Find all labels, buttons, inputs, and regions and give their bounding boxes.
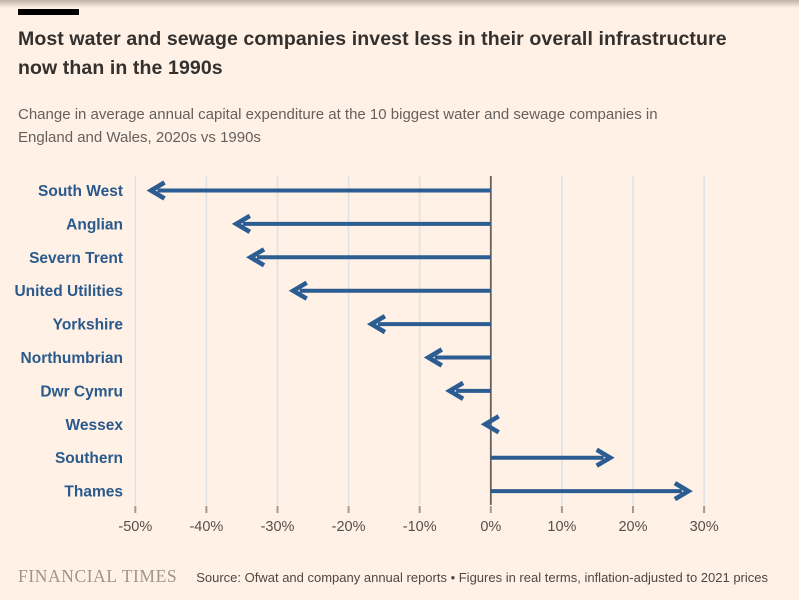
- x-axis-tick-label: 0%: [480, 519, 501, 535]
- x-axis-tick-label: 30%: [690, 519, 719, 535]
- arrow-head: [445, 380, 465, 401]
- x-axis-tick-label: -50%: [118, 519, 152, 535]
- arrow-head: [423, 347, 443, 368]
- x-axis-tick-label: 10%: [547, 519, 576, 535]
- source-note: Source: Ofwat and company annual reports…: [196, 570, 769, 585]
- footer: FINANCIAL TIMES Source: Ofwat and compan…: [18, 566, 788, 587]
- x-axis-tick-label: -40%: [189, 519, 223, 535]
- category-label: South West: [38, 183, 123, 200]
- category-label: Dwr Cymru: [40, 383, 123, 400]
- arrow-head: [288, 280, 308, 301]
- arrow-head: [246, 247, 266, 268]
- arrow-head: [673, 481, 693, 502]
- ft-brand-wordmark: FINANCIAL TIMES: [18, 566, 178, 586]
- category-label: Yorkshire: [53, 317, 124, 334]
- arrow-head: [231, 213, 252, 234]
- arrow-head: [595, 447, 615, 468]
- category-label: United Utilities: [14, 283, 123, 300]
- category-label: Southern: [55, 450, 123, 467]
- x-axis-tick-label: -10%: [403, 519, 437, 535]
- arrow-head: [366, 314, 387, 335]
- arrow-head: [146, 180, 166, 201]
- arrow-head: [480, 414, 500, 435]
- ft-accent-bar: [18, 9, 79, 15]
- arrow-chart: -50% -40% -30% -20% -10% 0% 10% 20% 30% South Wes…: [0, 174, 799, 544]
- chart-title: Most water and sewage companies invest l…: [18, 28, 727, 79]
- x-axis-tick-label: 20%: [618, 519, 647, 535]
- category-label: Severn Trent: [29, 250, 123, 267]
- category-label: Northumbrian: [21, 350, 123, 367]
- chart-subtitle: Change in average annual capital expendi…: [18, 106, 658, 146]
- category-label: Anglian: [66, 216, 123, 233]
- x-axis-tick-label: -20%: [332, 519, 366, 535]
- category-label: Wessex: [66, 417, 124, 434]
- category-label: Thames: [64, 484, 123, 501]
- x-axis-tick-label: -30%: [261, 519, 295, 535]
- top-edge-shadow: [0, 0, 799, 8]
- arrow-chart-svg: -50% -40% -30% -20% -10% 0% 10% 20% 30% South Wes…: [14, 176, 719, 535]
